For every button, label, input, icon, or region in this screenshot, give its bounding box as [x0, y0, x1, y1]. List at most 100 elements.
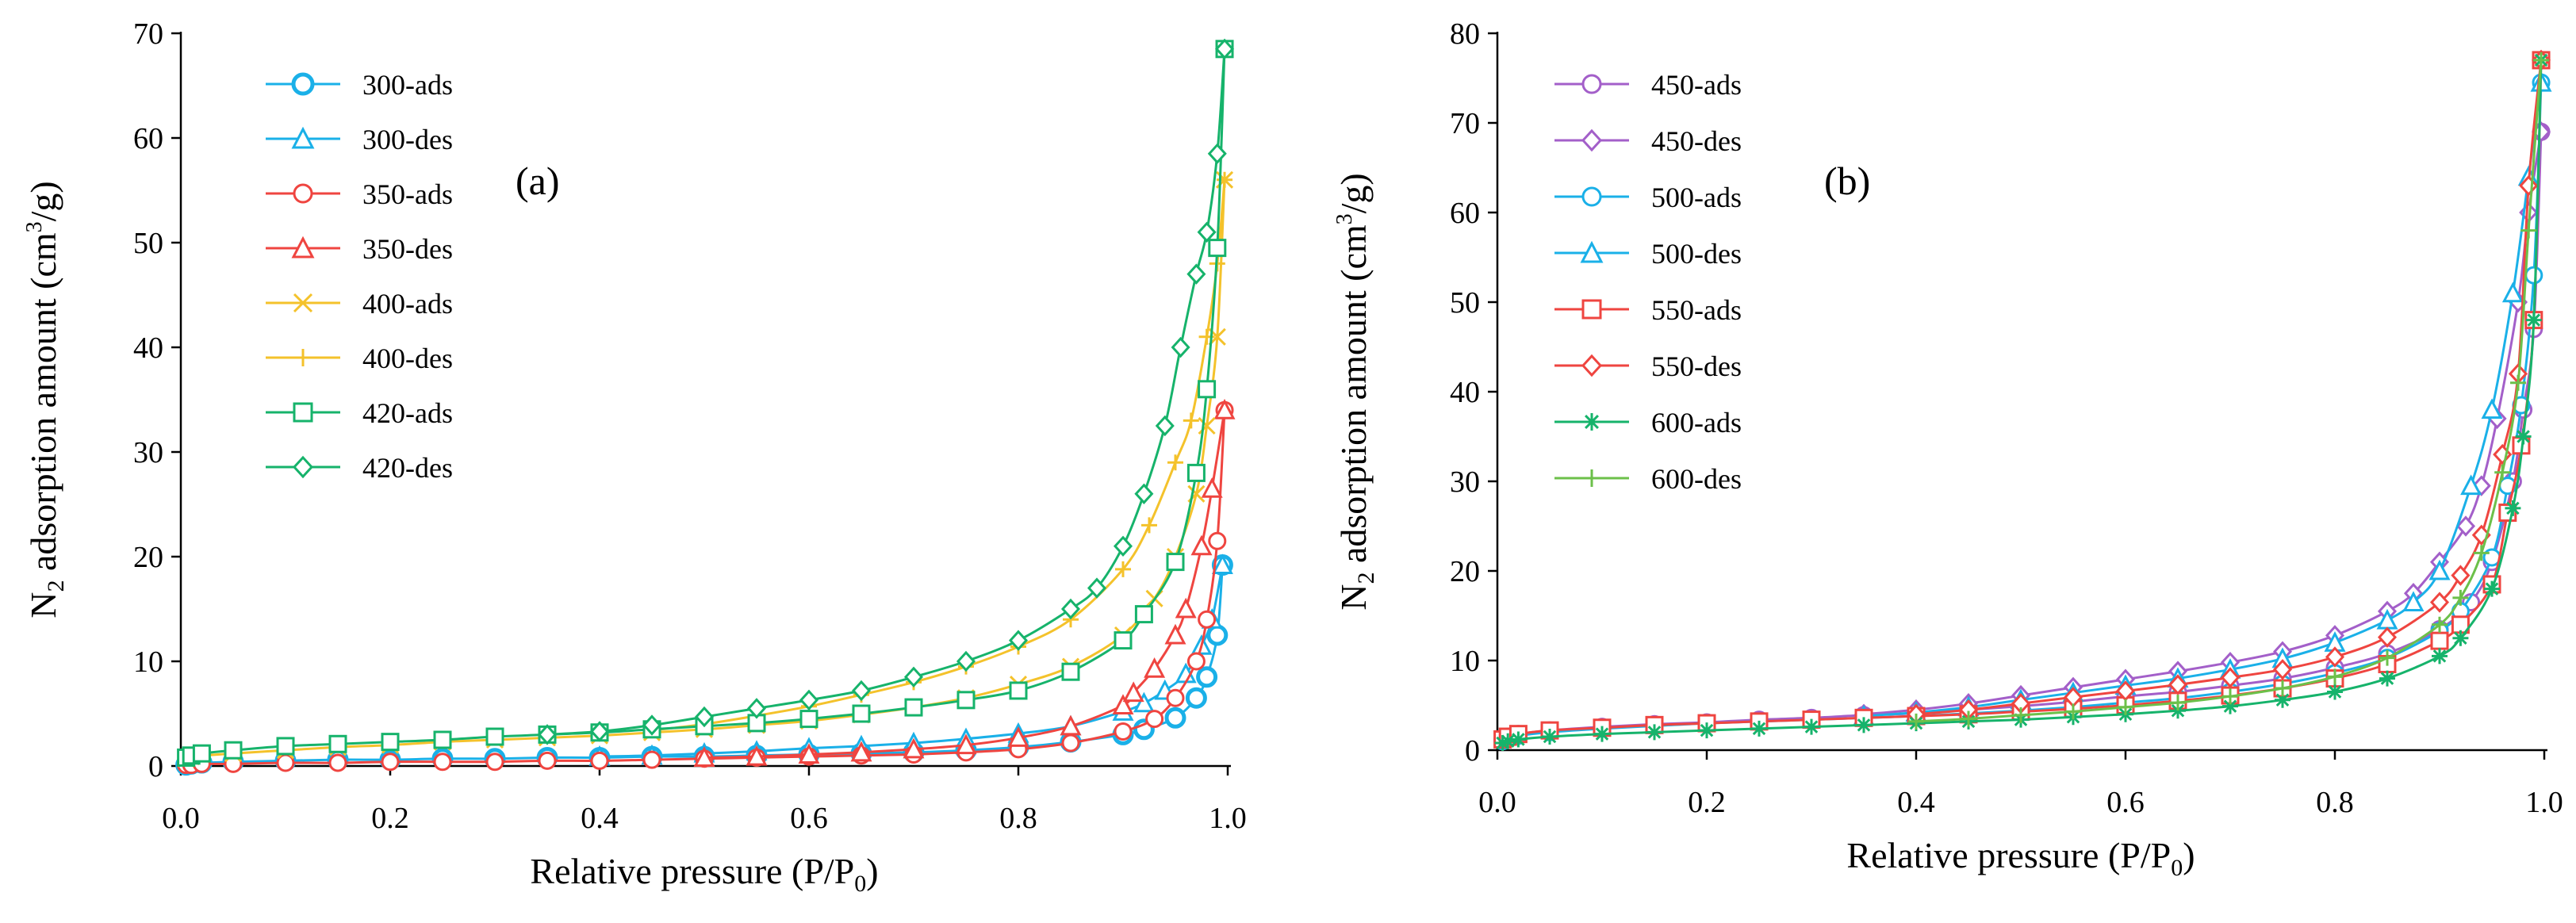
data-point-600-des [2510, 374, 2526, 391]
legend-swatch-marker [1583, 413, 1600, 431]
data-point-420-ads [1166, 553, 1185, 572]
data-point-350-ads [433, 753, 452, 772]
data-point-350-des [1175, 597, 1197, 619]
data-point-350-des [1213, 398, 1236, 419]
data-point-550-des [2429, 592, 2450, 613]
series-600-des [1908, 52, 2550, 730]
data-point-350-ads [1145, 710, 1164, 729]
series-line-420-ads [186, 48, 1226, 759]
legend-label: 420-ads [362, 397, 453, 429]
legend-item: 600-des [1554, 463, 1742, 495]
data-point-400-des [1141, 517, 1157, 534]
data-point-420-des [1155, 415, 1175, 437]
data-point-350-des [746, 745, 768, 766]
data-point-420-ads [904, 698, 923, 717]
y-tick-label: 50 [133, 227, 163, 260]
legend-swatch-marker [1583, 469, 1600, 487]
data-point-420-ads [1198, 380, 1217, 399]
data-point-600-ads [1494, 734, 1511, 751]
legend-swatch-marker [1581, 299, 1602, 320]
y-tick-label: 30 [1450, 465, 1480, 499]
y-tick-label: 0 [1465, 734, 1480, 768]
data-point-600-des [1961, 710, 1976, 727]
data-point-550-des [2168, 674, 2188, 695]
legend-item: 350-des [266, 233, 453, 265]
data-point-600-ads [2379, 670, 2395, 687]
data-point-600-des [2432, 616, 2448, 633]
data-point-550-des [2272, 659, 2293, 680]
x-tick-label: 1.0 [2525, 786, 2563, 819]
y-tick-label: 60 [1450, 197, 1480, 230]
legend-label: 500-des [1651, 238, 1742, 270]
data-point-350-des [1122, 681, 1144, 703]
data-point-500-des [2428, 559, 2451, 580]
y-tick-label: 10 [133, 645, 163, 679]
data-point-420-ads [1114, 631, 1133, 650]
legend-label: 300-des [362, 124, 453, 155]
y-tick-label: 20 [1450, 555, 1480, 588]
data-point-500-des [2501, 281, 2524, 303]
legend-label: 420-des [362, 452, 453, 484]
data-point-600-ads [1594, 726, 1610, 742]
data-point-600-ads [2222, 698, 2238, 714]
data-point-420-ads [1186, 463, 1206, 482]
y-tick-label: 30 [133, 436, 163, 469]
legend-item: 420-ads [266, 397, 453, 429]
legend: 300-ads 300-des 350-ads 350-des 400-ads 400-d… [266, 69, 453, 484]
data-point-500-des [2402, 591, 2425, 612]
legend: 450-ads 450-des 500-ads 500-des 550-ads 550-d… [1554, 69, 1742, 495]
data-point-350-des [850, 741, 872, 762]
data-point-420-des [1087, 577, 1107, 599]
legend-swatch-marker [1581, 354, 1603, 377]
data-point-420-des [903, 666, 924, 688]
legend-item: 500-ads [1554, 182, 1742, 213]
data-point-600-ads [2275, 691, 2290, 708]
data-point-600-ads [2505, 500, 2521, 516]
legend-label: 600-des [1651, 463, 1742, 495]
data-point-350-ads [1166, 688, 1185, 707]
legend-label: 350-des [362, 233, 453, 265]
data-point-600-des [2473, 545, 2490, 561]
data-point-420-ads [1061, 662, 1080, 681]
legend-item: 300-ads [266, 69, 453, 101]
data-point-420-des [746, 698, 767, 719]
data-point-600-ads [2515, 428, 2532, 445]
data-point-600-des [2379, 649, 2395, 666]
series-400-des [644, 171, 1233, 739]
legend-label: 550-des [1651, 350, 1742, 382]
data-point-600-des [2065, 703, 2081, 720]
x-axis-label: Relative pressure (P/P0) [1846, 835, 2195, 881]
legend-item: 300-des [266, 124, 453, 155]
y-tick-label: 70 [1450, 107, 1480, 140]
data-point-420-des [642, 714, 662, 736]
data-point-600-ads [1751, 720, 1767, 737]
data-point-550-des [2325, 646, 2345, 668]
data-point-300-ads [1185, 687, 1207, 709]
data-point-350-ads [1061, 733, 1080, 753]
data-point-420-ads [956, 691, 976, 710]
data-point-350-des [693, 746, 715, 767]
x-tick-label: 0.6 [790, 802, 828, 835]
data-point-350-ads [1208, 531, 1227, 550]
data-point-420-des [1113, 535, 1133, 557]
chart-panel-a: 0 10 20 30 40 50 60 70 0.0 0.2 0.4 0.6 0.8 1.0 Relativ… [22, 17, 1247, 897]
legend-swatch-marker [293, 183, 313, 204]
x-tick-label: 0.0 [1478, 786, 1516, 819]
x-tick-label: 0.0 [162, 802, 200, 835]
y-tick-label: 40 [1450, 376, 1480, 409]
legend-swatch-marker [291, 236, 315, 259]
legend-swatch-marker [291, 72, 315, 96]
data-point-350-des [955, 733, 977, 755]
series-line-600-des [1915, 59, 2543, 723]
data-point-600-ads [1804, 718, 1819, 735]
data-point-420-ads [192, 744, 211, 763]
legend-swatch-marker [1581, 128, 1603, 152]
data-point-500-ads [2524, 266, 2543, 285]
data-point-600-des [2170, 695, 2186, 711]
data-point-420-ads [852, 704, 871, 723]
x-tick-label: 0.6 [2106, 786, 2145, 819]
data-point-600-des [2222, 688, 2238, 705]
data-point-600-ads [1542, 729, 1558, 745]
data-point-600-des [2275, 680, 2290, 697]
y-tick-label: 60 [133, 122, 163, 155]
